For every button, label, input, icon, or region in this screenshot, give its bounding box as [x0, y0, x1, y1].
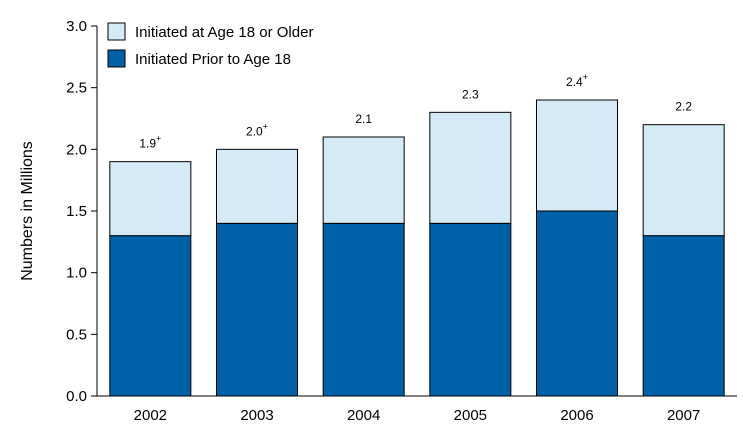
y-tick-label: 2.5: [66, 80, 87, 97]
bar-segment-prior-18-2006: [536, 210, 618, 397]
y-axis-label: Numbers in Millions: [19, 141, 36, 281]
bar-segment-prior-18-2007: [642, 235, 725, 397]
y-tick-label: 1.5: [66, 203, 87, 220]
bar-segment-prior-18-2005: [429, 222, 512, 397]
total-value: 1.9: [139, 137, 156, 151]
bar-segment-18-older-2005: [429, 111, 512, 224]
total-label-2006: 2.4+: [566, 72, 588, 89]
legend-label: Initiated at Age 18 or Older: [135, 24, 313, 41]
y-tick-label: 0.0: [66, 388, 87, 405]
x-tick-label: 2002: [134, 407, 167, 424]
y-ticks-group: 0.0 0.5 1.0 1.5 2.0 2.5 3.0: [66, 18, 97, 405]
x-tick-label: 2006: [560, 407, 593, 424]
y-tick-label: 1.0: [66, 265, 87, 282]
axes-group: [96, 26, 737, 397]
legend-label: Initiated Prior to Age 18: [135, 51, 291, 68]
significance-mark: +: [583, 72, 588, 82]
total-label-2007: 2.2: [675, 100, 692, 114]
bar-segment-18-older-2002: [109, 161, 192, 237]
bar-segment-18-older-2003: [216, 148, 298, 224]
y-tick-label: 2.0: [66, 141, 87, 158]
bar-segment-18-older-2004: [322, 136, 405, 224]
y-tick-label: 0.5: [66, 326, 87, 343]
y-tick-label: 3.0: [66, 18, 87, 35]
bars-group: [109, 99, 725, 397]
bar-segment-prior-18-2002: [109, 235, 192, 397]
total-label-2003: 2.0+: [246, 121, 268, 138]
x-tick-label: 2005: [454, 407, 487, 424]
total-labels-group: 1.9+2.0+2.12.32.4+2.2: [139, 72, 692, 151]
bar-segment-prior-18-2003: [216, 222, 298, 397]
bar-segment-18-older-2007: [642, 124, 725, 237]
legend-swatch: [107, 22, 126, 41]
total-label-2005: 2.3: [462, 87, 479, 101]
significance-mark: +: [156, 134, 161, 144]
bar-segment-prior-18-2004: [322, 222, 405, 397]
bar-segment-18-older-2006: [536, 99, 618, 212]
total-label-2002: 1.9+: [139, 134, 161, 151]
legend: Initiated at Age 18 or Older Initiated Pr…: [107, 22, 313, 68]
x-tick-label: 2007: [667, 407, 700, 424]
significance-mark: +: [263, 121, 268, 131]
total-value: 2.1: [355, 112, 372, 126]
total-value: 2.3: [462, 87, 479, 101]
total-value: 2.2: [675, 100, 692, 114]
total-value: 2.0: [246, 124, 263, 138]
total-label-2004: 2.1: [355, 112, 372, 126]
x-tick-label: 2004: [347, 407, 380, 424]
legend-swatch: [107, 49, 126, 68]
x-ticks-group: 2002 2003 2004 2005 2006 2007: [134, 407, 701, 424]
x-tick-label: 2003: [240, 407, 273, 424]
total-value: 2.4: [566, 75, 583, 89]
